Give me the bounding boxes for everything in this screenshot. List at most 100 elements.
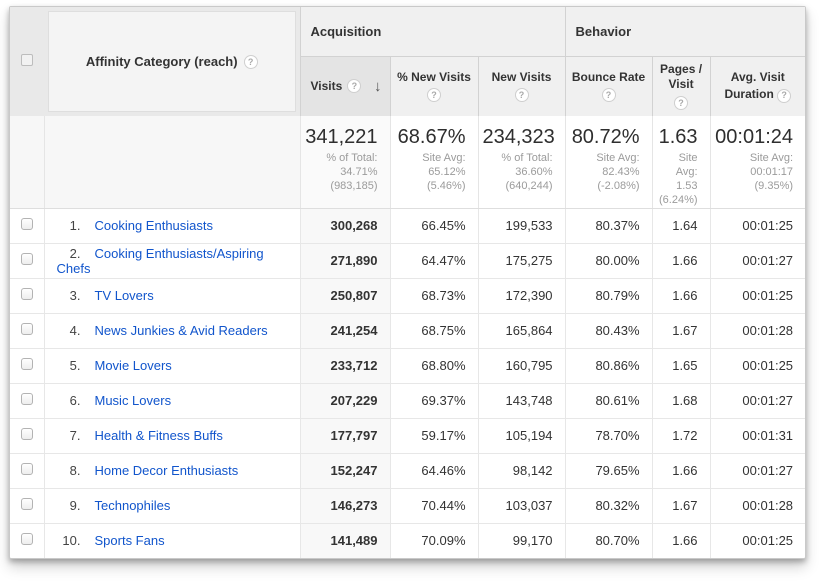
bounce-rate-cell: 78.70% — [564, 417, 653, 453]
table-row: 4. News Junkies & Avid Readers 241,254 68.7… — [10, 312, 806, 348]
help-icon[interactable]: ? — [427, 88, 441, 103]
bounce-rate-cell: 80.86% — [564, 347, 653, 383]
row-checkbox[interactable] — [20, 358, 33, 370]
visits-cell: 152,247 — [299, 452, 390, 488]
totals-checkbox-spacer — [10, 116, 44, 209]
category-link[interactable]: Home Decor Enthusiasts — [94, 463, 239, 478]
category-link[interactable]: TV Lovers — [94, 288, 154, 303]
new-visits-cell: 172,390 — [477, 277, 566, 313]
category-link[interactable]: Sports Fans — [94, 533, 165, 549]
table-row: 1. Cooking Enthusiasts 300,268 66.45% 199,53… — [10, 207, 806, 243]
category-link[interactable]: News Junkies & Avid Readers — [94, 323, 268, 338]
totals-subtext: Site Avg: 1.53 (6.24%) — [659, 152, 698, 206]
visits-cell: 207,229 — [299, 382, 390, 418]
help-icon[interactable]: ? — [601, 88, 616, 103]
column-header-new-visits[interactable]: New Visits ? — [477, 56, 566, 116]
pages-visit-cell: 1.67 — [651, 312, 711, 348]
row-checkbox-cell — [10, 522, 44, 558]
visits-cell: 250,807 — [299, 277, 390, 313]
avg-visit-duration-cell: 00:01:27 — [709, 382, 806, 418]
row-checkbox[interactable] — [20, 428, 33, 440]
row-checkbox-cell — [10, 417, 44, 453]
pct-new-visits-cell: 64.46% — [389, 452, 478, 488]
column-label: Visits — [310, 79, 343, 94]
avg-visit-duration-cell: 00:01:25 — [709, 347, 806, 383]
row-number: 5. — [69, 358, 81, 373]
column-header-pages-visit[interactable]: Pages / Visit ? — [651, 56, 711, 116]
column-header-pct-new-visits[interactable]: % New Visits ? — [389, 56, 478, 116]
select-all-checkbox[interactable] — [21, 53, 33, 66]
totals-visits: 341,221 % of Total: 34.71% (983,185) — [299, 116, 390, 209]
category-cell: 9. Technophiles — [43, 487, 300, 523]
pct-new-visits-cell: 68.73% — [389, 277, 478, 313]
category-cell: 4. News Junkies & Avid Readers — [43, 312, 300, 348]
category-link[interactable]: Health & Fitness Buffs — [94, 428, 223, 443]
row-checkbox[interactable] — [20, 498, 33, 510]
new-visits-cell: 160,795 — [477, 347, 566, 383]
row-checkbox[interactable] — [20, 218, 33, 230]
help-icon[interactable]: ? — [243, 54, 258, 69]
category-link[interactable]: Cooking Enthusiasts/Aspiring Chefs — [56, 245, 264, 276]
category-cell: 1. Cooking Enthusiasts — [43, 207, 300, 243]
row-checkbox[interactable] — [20, 463, 33, 475]
help-icon[interactable]: ? — [777, 88, 792, 103]
avg-visit-duration-cell: 00:01:31 — [709, 417, 806, 453]
totals-pct-new-visits: 68.67% Site Avg: 65.12% (5.46%) — [389, 116, 478, 209]
column-label: Bounce Rate — [571, 70, 646, 85]
category-link[interactable]: Technophiles — [94, 498, 171, 513]
totals-value: 234,323 — [482, 126, 555, 148]
sort-descending-icon: ↓ — [374, 77, 382, 95]
pages-visit-cell: 1.67 — [651, 487, 711, 523]
column-label: New Visits — [491, 70, 552, 85]
row-checkbox-cell — [10, 452, 44, 488]
bounce-rate-cell: 80.70% — [564, 522, 653, 558]
table-row: 7. Health & Fitness Buffs 177,797 59.17% 105… — [10, 417, 806, 453]
help-icon[interactable]: ? — [514, 88, 529, 103]
category-cell: 10. Sports Fans — [43, 522, 300, 558]
totals-bounce-rate: 80.72% Site Avg: 82.43% (-2.08%) — [564, 116, 653, 209]
row-checkbox[interactable] — [20, 323, 33, 335]
row-checkbox[interactable] — [20, 288, 33, 300]
bounce-rate-cell: 80.61% — [564, 382, 653, 418]
table-row: 8. Home Decor Enthusiasts 152,247 64.46% 98,… — [10, 452, 806, 488]
row-checkbox[interactable] — [20, 533, 33, 546]
category-cell: 3. TV Lovers — [43, 277, 300, 313]
row-checkbox-cell — [10, 242, 44, 278]
dimension-header-affinity-category[interactable]: Affinity Category (reach) ? — [48, 11, 296, 112]
help-icon[interactable]: ? — [347, 79, 362, 94]
pct-new-visits-cell: 64.47% — [389, 242, 478, 278]
category-link[interactable]: Music Lovers — [94, 393, 172, 408]
totals-avg-visit-duration: 00:01:24 Site Avg: 00:01:17 (9.35%) — [709, 116, 806, 209]
help-icon[interactable]: ? — [674, 96, 689, 111]
row-number: 6. — [69, 393, 81, 408]
table-row: 9. Technophiles 146,273 70.44% 103,037 80.32%… — [10, 487, 806, 523]
dimension-header-label: Affinity Category (reach) — [85, 54, 238, 69]
new-visits-cell: 165,864 — [477, 312, 566, 348]
row-number: 8. — [69, 463, 81, 478]
visits-cell: 141,489 — [299, 522, 390, 558]
group-label: Acquisition — [310, 23, 382, 39]
column-label: % New Visits — [397, 70, 471, 85]
new-visits-cell: 105,194 — [477, 417, 566, 453]
row-checkbox-cell — [10, 207, 44, 243]
category-link[interactable]: Cooking Enthusiasts — [94, 218, 214, 233]
row-number: 7. — [69, 428, 81, 443]
pct-new-visits-cell: 70.44% — [389, 487, 478, 523]
table-row: 6. Music Lovers 207,229 69.37% 143,748 80.61%… — [10, 382, 806, 418]
row-checkbox-cell — [10, 312, 44, 348]
visits-cell: 146,273 — [299, 487, 390, 523]
pages-visit-cell: 1.66 — [651, 242, 711, 278]
pct-new-visits-cell: 68.80% — [389, 347, 478, 383]
column-header-avg-visit-duration[interactable]: Avg. Visit Duration ? — [709, 56, 806, 116]
pages-visit-cell: 1.66 — [651, 452, 711, 488]
category-link[interactable]: Movie Lovers — [94, 358, 172, 373]
analytics-report-table: Affinity Category (reach) ? Acquisition … — [9, 6, 806, 559]
column-header-bounce-rate[interactable]: Bounce Rate ? — [564, 56, 653, 116]
totals-value: 341,221 — [305, 126, 378, 148]
totals-subtext: Site Avg: 82.43% (-2.08%) — [596, 152, 640, 192]
row-checkbox[interactable] — [20, 253, 33, 265]
bounce-rate-cell: 80.79% — [564, 277, 653, 313]
row-checkbox[interactable] — [20, 393, 33, 405]
column-header-visits[interactable]: Visits ? ↓ — [299, 56, 390, 116]
pct-new-visits-cell: 59.17% — [389, 417, 478, 453]
